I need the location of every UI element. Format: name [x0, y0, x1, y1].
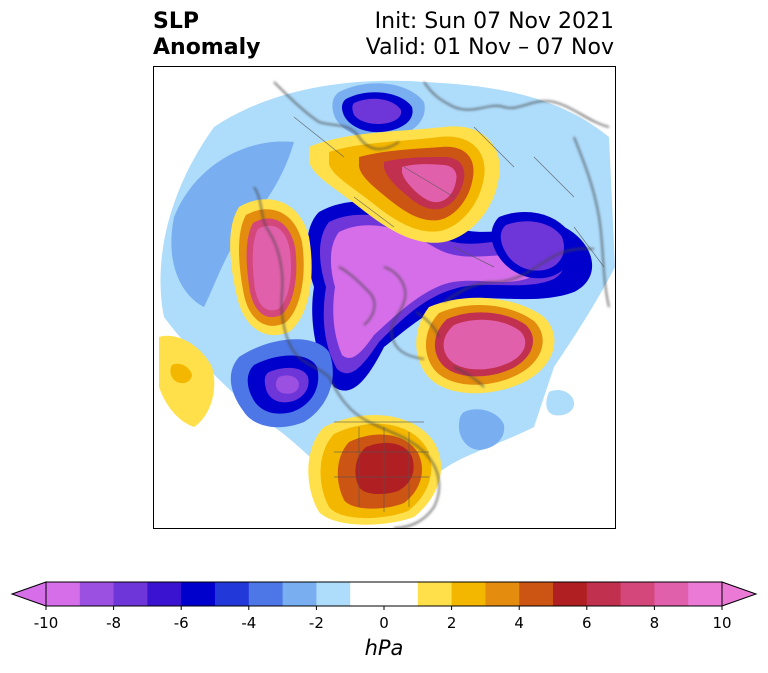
east-asia-low [491, 212, 573, 279]
colorbar-segment [654, 582, 689, 606]
colorbar-tick-label: 0 [379, 614, 389, 632]
valid-range-label: Valid: 01 Nov – 07 Nov [365, 35, 614, 60]
colorbar-max-extend [721, 581, 758, 607]
colorbar-min-extend [10, 581, 47, 607]
anomaly-map [159, 80, 615, 528]
colorbar-unit-label: hPa [364, 636, 404, 660]
pacific-southwest-high [159, 335, 215, 427]
title-subtitle: Anomaly [153, 35, 261, 60]
colorbar-segment [384, 582, 419, 606]
colorbar-segment [451, 582, 486, 606]
colorbar-tick-label: -8 [106, 614, 122, 632]
colorbar-segment [688, 582, 723, 606]
atlantic-high [416, 297, 555, 394]
colorbar-segment [113, 582, 148, 606]
colorbar-tick-label: 4 [514, 614, 524, 632]
colorbar-segment [350, 582, 385, 606]
colorbar-segment [553, 582, 588, 606]
map-title: SLP Anomaly [153, 9, 260, 61]
map-date-info: Init: Sun 07 Nov 2021 Valid: 01 Nov – 07… [366, 9, 614, 61]
northwest-pacific-high [230, 199, 312, 336]
atlantic-low-south [459, 390, 575, 450]
map-panel [153, 66, 616, 529]
colorbar-tick-label: -2 [308, 614, 324, 632]
colorbar-segment [586, 582, 622, 606]
coastlines [253, 81, 610, 528]
colorbar-tick-label: 10 [712, 614, 732, 632]
colorbar-tick-label: 6 [582, 614, 592, 632]
borders [293, 116, 605, 512]
pacific-low [230, 339, 333, 428]
init-date-label: Init: Sun 07 Nov 2021 [374, 9, 614, 34]
colorbar-segment [248, 582, 284, 606]
colorbar-segment [485, 582, 520, 606]
colorbar-segment [147, 582, 182, 606]
colorbar-segment [282, 582, 317, 606]
title-variable: SLP [153, 9, 199, 34]
colorbar-segment [79, 582, 115, 606]
colorbar-segments [46, 582, 723, 606]
colorbar-segment [215, 582, 250, 606]
colorbar-segment [519, 582, 554, 606]
colorbar-segment [181, 582, 216, 606]
colorbar-segment [620, 582, 655, 606]
colorbar-segment [316, 582, 351, 606]
colorbar-segment [46, 582, 81, 606]
colorbar [10, 581, 758, 610]
colorbar-tick-label: -10 [33, 614, 59, 632]
europe-low [332, 83, 425, 140]
colorbar-tick-label: 2 [446, 614, 457, 632]
colorbar-tick-label: -6 [173, 614, 189, 632]
colorbar-tick-label: 8 [649, 614, 660, 632]
colorbar-tick-label: -4 [241, 614, 257, 632]
colorbar-segment [417, 582, 453, 606]
us-high [308, 415, 442, 525]
